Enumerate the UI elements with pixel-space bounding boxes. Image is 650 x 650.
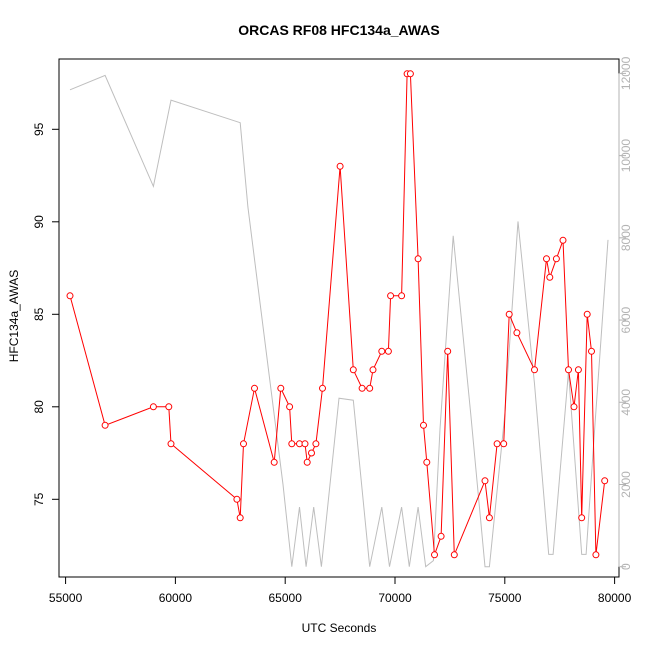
data-point-20 (349, 366, 357, 374)
data-point-52 (583, 310, 591, 318)
chart-title: ORCAS RF08 HFC134a_AWAS (238, 22, 440, 38)
data-point-0 (66, 292, 74, 300)
data-point-16 (308, 449, 315, 457)
series-line-0 (69, 73, 606, 555)
data-point-18 (319, 384, 326, 392)
data-point-29 (406, 70, 414, 78)
data-point-23 (369, 366, 377, 374)
data-point-2 (149, 403, 157, 411)
x-tick-label: 55000 (49, 591, 83, 605)
data-point-3 (165, 403, 173, 411)
x-tick-label: 65000 (269, 591, 303, 605)
data-point-11 (286, 403, 294, 411)
data-point-1 (101, 421, 109, 429)
data-point-32 (423, 458, 431, 466)
data-point-31 (420, 421, 427, 429)
data-point-50 (574, 366, 582, 374)
x-axis-label: UTC Seconds (302, 621, 377, 635)
data-point-45 (546, 273, 554, 281)
x-tick-label: 75000 (488, 591, 522, 605)
x-axis: 55000 60000 65000 70000 75000 80000 (49, 576, 632, 605)
data-point-14 (301, 440, 309, 448)
data-point-8 (251, 384, 258, 392)
x-tick-label: 80000 (598, 591, 632, 605)
data-point-12 (288, 440, 296, 448)
y-axis-label: HFC134a_AWAS (7, 270, 21, 362)
data-point-6 (236, 514, 244, 522)
data-point-44 (543, 255, 550, 263)
y-tick-label: 80 (32, 400, 46, 414)
data-point-22 (366, 384, 374, 392)
data-point-39 (493, 440, 501, 448)
data-point-9 (270, 458, 278, 466)
data-point-21 (358, 384, 366, 392)
data-point-38 (485, 514, 493, 522)
series-line-1 (69, 74, 609, 568)
y2-tick-label: 8000 (619, 224, 633, 251)
data-point-36 (450, 551, 458, 559)
data-point-47 (559, 236, 567, 244)
data-point-51 (578, 514, 586, 522)
data-point-37 (481, 477, 489, 485)
right-axis-series (69, 74, 609, 568)
data-point-55 (601, 477, 609, 485)
data-point-48 (565, 366, 572, 374)
left-axis-series (66, 70, 609, 559)
y2-tick-label: 0 (619, 563, 633, 570)
x-tick-label: 70000 (378, 591, 412, 605)
data-point-5 (233, 495, 241, 503)
data-point-7 (240, 440, 247, 448)
y-tick-label: 85 (32, 307, 46, 321)
data-point-35 (444, 347, 452, 355)
y2-tick-label: 4000 (619, 389, 633, 416)
y-axis: 75 80 85 90 95 (32, 122, 60, 506)
data-point-10 (277, 384, 285, 392)
y2-tick-label: 12000 (619, 56, 633, 90)
data-point-49 (570, 403, 578, 411)
data-point-24 (378, 347, 386, 355)
data-point-30 (414, 255, 422, 263)
plot-frame (58, 58, 620, 578)
y2-tick-label: 2000 (619, 471, 633, 498)
data-point-26 (387, 292, 395, 300)
y-tick-label: 95 (32, 122, 46, 136)
x-tick-label: 60000 (159, 591, 193, 605)
data-point-34 (437, 532, 445, 540)
data-point-15 (303, 458, 311, 466)
y2-tick-label: 10000 (619, 139, 633, 173)
data-point-25 (384, 347, 392, 355)
y2-tick-label: 6000 (619, 306, 633, 333)
y2-axis: 0 2000 4000 6000 8000 10000 12000 (618, 56, 633, 570)
data-point-19 (336, 162, 344, 170)
data-point-53 (588, 347, 595, 355)
data-point-46 (552, 255, 560, 263)
data-point-54 (592, 551, 600, 559)
data-point-41 (505, 310, 513, 318)
data-point-17 (312, 440, 320, 448)
data-point-42 (513, 329, 521, 337)
data-point-4 (167, 440, 175, 448)
data-point-33 (431, 551, 438, 559)
y-tick-label: 75 (32, 492, 46, 506)
data-point-43 (531, 366, 538, 374)
y-tick-label: 90 (32, 215, 46, 229)
data-point-27 (398, 292, 406, 300)
data-point-40 (500, 440, 508, 448)
